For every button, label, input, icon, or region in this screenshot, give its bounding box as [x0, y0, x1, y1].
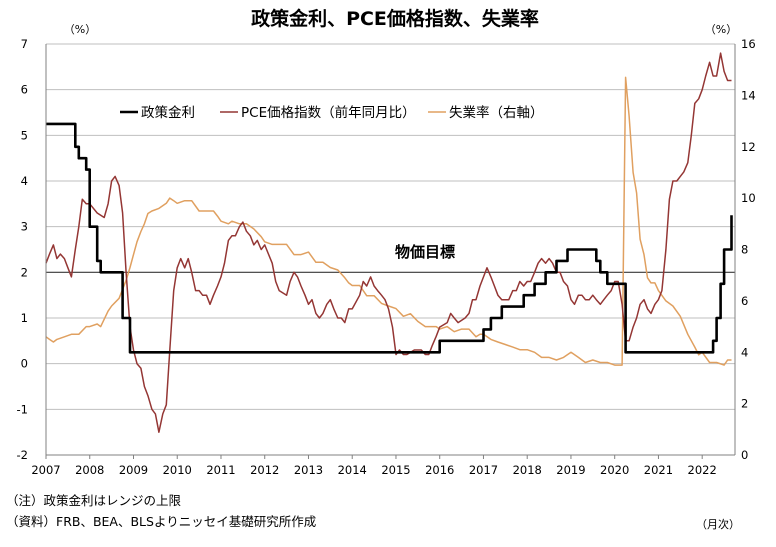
left-tick-label: 4: [21, 174, 28, 188]
x-tick-label: 2016: [425, 463, 454, 477]
x-tick-label: 2020: [600, 463, 629, 477]
note-policy-rate: （注）政策金利はレンジの上限: [6, 493, 182, 508]
right-tick-label: 2: [741, 397, 748, 411]
left-tick-label: 0: [21, 357, 28, 371]
left-tick-label: 5: [21, 128, 28, 142]
x-tick-label: 2021: [644, 463, 673, 477]
left-tick-label: -2: [17, 448, 28, 462]
note-source: （資料）FRB、BEA、BLSよりニッセイ基礎研究所作成: [6, 514, 317, 529]
right-tick-label: 0: [741, 448, 748, 462]
x-axis-unit: （月次）: [696, 518, 740, 531]
left-tick-label: 6: [21, 83, 28, 97]
inflation-target-label: 物価目標: [395, 243, 455, 261]
x-tick-label: 2008: [75, 463, 104, 477]
x-tick-label: 2011: [206, 463, 235, 477]
chart-title: 政策金利、PCE価格指数、失業率: [251, 7, 539, 30]
left-tick-label: 3: [21, 220, 28, 234]
right-tick-label: 12: [741, 140, 756, 154]
unemployment-rate-line: [45, 76, 732, 366]
x-tick-label: 2015: [381, 463, 410, 477]
right-tick-label: 16: [741, 37, 756, 51]
x-tick-label: 2013: [294, 463, 323, 477]
left-tick-label: 7: [21, 37, 28, 51]
x-tick-label: 2014: [338, 463, 367, 477]
right-tick-label: 14: [741, 88, 756, 102]
right-tick-label: 4: [741, 345, 748, 359]
series-lines: [45, 52, 733, 433]
left-axis-unit: （%）: [64, 23, 96, 36]
right-axis-unit: （%）: [705, 23, 737, 36]
right-tick-label: 8: [741, 243, 748, 257]
legend-label-unemployment: 失業率（右軸）: [449, 104, 544, 121]
x-tick-label: 2018: [513, 463, 542, 477]
legend: 政策金利 PCE価格指数（前年同月比） 失業率（右軸）: [120, 104, 544, 121]
pce-inflation-line: [45, 52, 732, 433]
x-tick-label: 2017: [469, 463, 498, 477]
right-tick-label: 6: [741, 294, 748, 308]
x-tick-label: 2010: [163, 463, 192, 477]
legend-label-policy-rate: 政策金利: [141, 104, 195, 121]
left-tick-label: -1: [17, 402, 28, 416]
x-tick-label: 2007: [31, 463, 60, 477]
x-tick-label: 2019: [556, 463, 585, 477]
x-tick-label: 2009: [119, 463, 148, 477]
x-tick-label: 2012: [250, 463, 279, 477]
x-tick-label: 2022: [688, 463, 717, 477]
policy-rate-line: [46, 122, 733, 354]
legend-label-pce: PCE価格指数（前年同月比）: [241, 104, 416, 121]
right-tick-label: 10: [741, 191, 756, 205]
left-tick-label: 1: [21, 311, 28, 325]
left-tick-label: 2: [21, 265, 28, 279]
